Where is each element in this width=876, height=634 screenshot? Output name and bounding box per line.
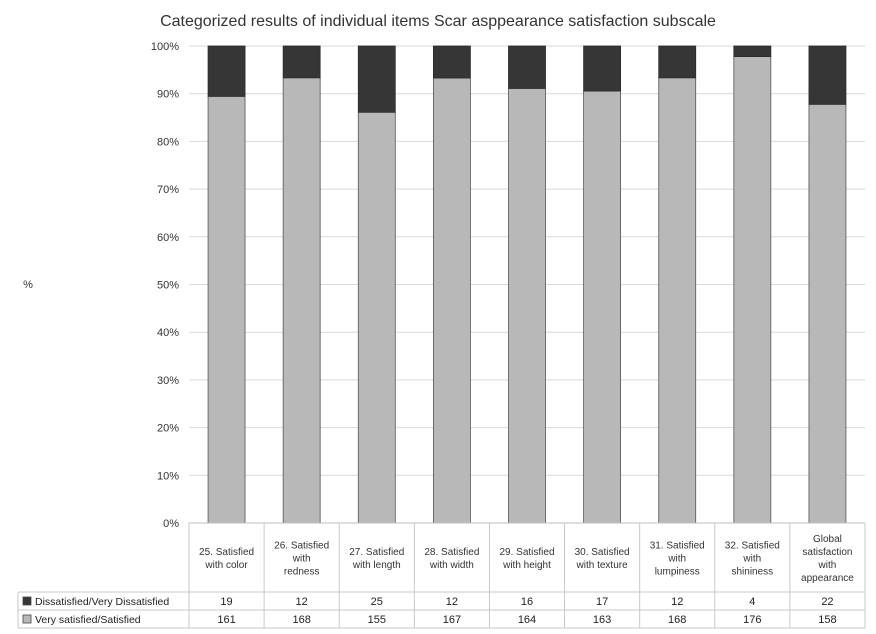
x-category-label: 31. Satisfied with lumpiness xyxy=(650,541,705,578)
table-value: 12 xyxy=(446,596,458,608)
table-value: 4 xyxy=(749,596,755,608)
x-category-label: 28. Satisfied with width xyxy=(424,547,479,571)
table-value: 163 xyxy=(593,614,611,626)
bar-satisfied xyxy=(658,77,697,524)
y-axis-label: % xyxy=(23,279,33,291)
x-category-label: 26. Satisfied with redness xyxy=(274,541,329,578)
bar-satisfied xyxy=(508,88,546,524)
bar-dissatisfied xyxy=(508,45,546,89)
bar-satisfied xyxy=(583,90,622,524)
data-table: 25. Satisfied with color 26. Satisfied with… xyxy=(17,523,866,629)
bar-dissatisfied xyxy=(282,45,321,79)
table-value: 12 xyxy=(671,596,683,608)
bar-dissatisfied xyxy=(583,45,622,92)
x-category-label: 25. Satisfied with color xyxy=(199,547,254,571)
bar-satisfied xyxy=(282,77,321,524)
y-tick-label: 100% xyxy=(151,41,179,53)
bar-dissatisfied xyxy=(357,45,396,113)
bar-satisfied xyxy=(207,95,246,524)
x-category-label: 27. Satisfied with length xyxy=(349,547,404,571)
bar-dissatisfied xyxy=(808,45,847,105)
table-value: 17 xyxy=(596,596,608,608)
bar-satisfied xyxy=(432,77,471,524)
bar-dissatisfied xyxy=(432,45,471,79)
table-value: 19 xyxy=(220,596,232,608)
table-value: 161 xyxy=(217,614,235,626)
table-value: 16 xyxy=(521,596,533,608)
y-tick-label: 50% xyxy=(157,280,179,292)
y-tick-label: 0% xyxy=(163,518,179,530)
bar-satisfied xyxy=(808,103,847,524)
bar-satisfied xyxy=(733,56,772,524)
legend-label: Very satisfied/Satisfied xyxy=(35,614,141,626)
table-value: 12 xyxy=(296,596,308,608)
bar-dissatisfied xyxy=(658,45,697,79)
table-value: 155 xyxy=(368,614,386,626)
bar-satisfied xyxy=(357,111,396,524)
x-category-label: 29. Satisfied with height xyxy=(499,547,554,571)
table-value: 176 xyxy=(743,614,761,626)
y-ticks: 0% 10% 20% 30% 40% 50% 60% 70% 80% 90% 100% xyxy=(151,41,179,530)
bar-dissatisfied xyxy=(207,45,246,97)
y-tick-label: 80% xyxy=(157,136,179,148)
x-category-label: 32. Satisfied with shininess xyxy=(725,541,780,578)
bars xyxy=(207,45,847,524)
legend-label: Dissatisfied/Very Dissatisfied xyxy=(35,596,169,608)
table-value: 25 xyxy=(371,596,383,608)
legend-swatch xyxy=(22,614,32,624)
table-value: 164 xyxy=(518,614,536,626)
x-category-label: Global satisfaction with appearance xyxy=(801,534,854,584)
y-tick-label: 20% xyxy=(157,423,179,435)
table-value: 168 xyxy=(292,614,310,626)
legend-swatch xyxy=(22,596,32,606)
table-value: 167 xyxy=(443,614,461,626)
y-tick-label: 90% xyxy=(157,89,179,101)
y-tick-label: 70% xyxy=(157,184,179,196)
table-value: 158 xyxy=(818,614,836,626)
x-category-label: 30. Satisfied with texture xyxy=(575,547,630,571)
y-tick-label: 30% xyxy=(157,375,179,387)
y-tick-label: 60% xyxy=(157,232,179,244)
y-tick-label: 10% xyxy=(157,470,179,482)
table-value: 22 xyxy=(821,596,833,608)
y-tick-label: 40% xyxy=(157,327,179,339)
table-value: 168 xyxy=(668,614,686,626)
bar-dissatisfied xyxy=(733,45,772,58)
chart-title: Categorized results of individual items … xyxy=(160,13,716,30)
